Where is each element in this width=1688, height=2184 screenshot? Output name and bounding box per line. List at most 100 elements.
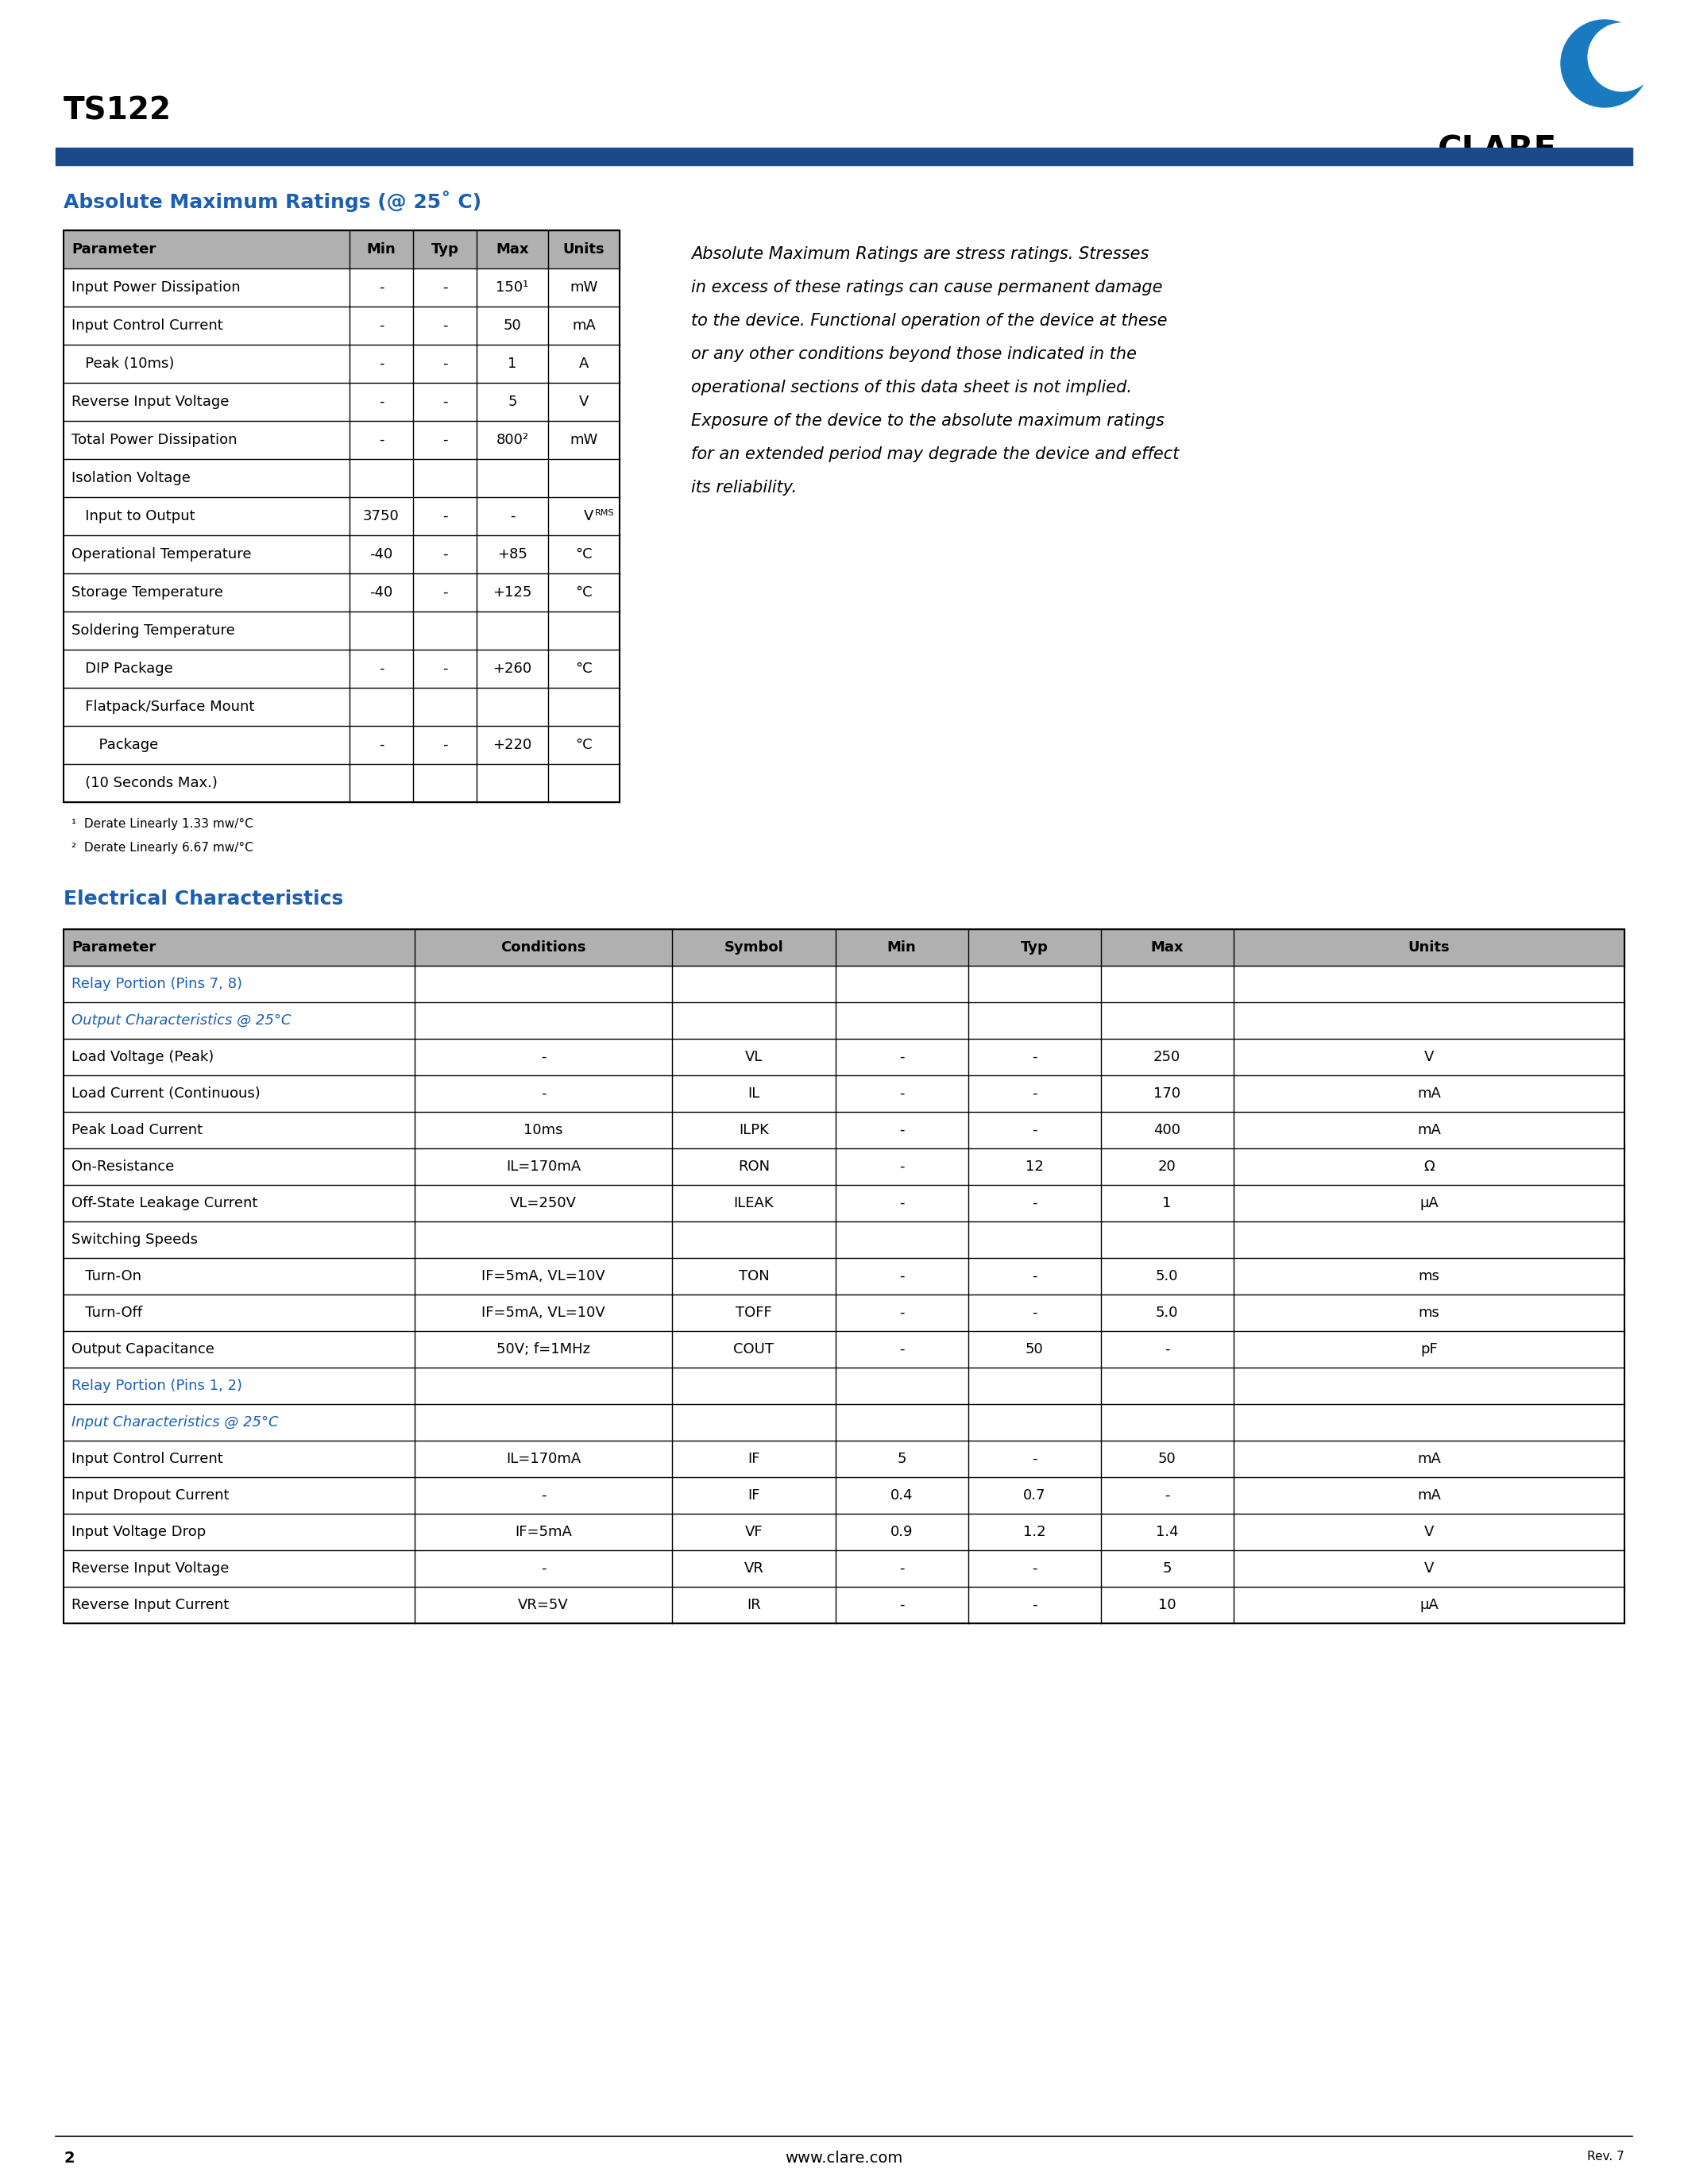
- Bar: [56, 149, 1632, 166]
- Text: 50: 50: [503, 319, 522, 332]
- Text: -: -: [1031, 1452, 1036, 1465]
- Text: V: V: [579, 395, 589, 408]
- Bar: [64, 1588, 1624, 1623]
- Text: Flatpack/Surface Mount: Flatpack/Surface Mount: [71, 699, 255, 714]
- Text: 1: 1: [1163, 1197, 1171, 1210]
- Text: ¹  Derate Linearly 1.33 mw/°C: ¹ Derate Linearly 1.33 mw/°C: [71, 819, 253, 830]
- Bar: [64, 535, 619, 574]
- Text: Switching Speeds: Switching Speeds: [71, 1232, 197, 1247]
- Text: COUT: COUT: [734, 1343, 775, 1356]
- Bar: [64, 345, 619, 382]
- Text: ²  Derate Linearly 6.67 mw/°C: ² Derate Linearly 6.67 mw/°C: [71, 841, 253, 854]
- Text: -: -: [540, 1051, 545, 1064]
- Text: Input Control Current: Input Control Current: [71, 1452, 223, 1465]
- Text: mA: mA: [1418, 1452, 1442, 1465]
- Text: mA: mA: [1418, 1123, 1442, 1138]
- Text: 10ms: 10ms: [523, 1123, 564, 1138]
- Text: www.clare.com: www.clare.com: [785, 2151, 903, 2167]
- Text: Reverse Input Voltage: Reverse Input Voltage: [71, 395, 230, 408]
- Text: Typ: Typ: [430, 242, 459, 256]
- Text: -: -: [1031, 1123, 1036, 1138]
- Text: 50: 50: [1158, 1452, 1177, 1465]
- Text: -: -: [378, 319, 383, 332]
- Text: Input Characteristics @ 25°C: Input Characteristics @ 25°C: [71, 1415, 279, 1431]
- Text: A: A: [579, 356, 589, 371]
- Text: -: -: [900, 1123, 905, 1138]
- Text: 0.7: 0.7: [1023, 1487, 1045, 1503]
- Text: VL=250V: VL=250V: [510, 1197, 577, 1210]
- Text: mW: mW: [571, 280, 598, 295]
- Bar: [64, 382, 619, 422]
- Text: Operational Temperature: Operational Temperature: [71, 548, 252, 561]
- Bar: [64, 1404, 1624, 1441]
- Text: -: -: [442, 509, 447, 524]
- Text: -: -: [442, 662, 447, 675]
- Text: RON: RON: [738, 1160, 770, 1173]
- Text: Input to Output: Input to Output: [71, 509, 196, 524]
- Bar: [64, 1514, 1624, 1551]
- Text: Peak Load Current: Peak Load Current: [71, 1123, 203, 1138]
- Bar: [64, 928, 1624, 965]
- Text: Units: Units: [564, 242, 604, 256]
- Text: -: -: [1031, 1562, 1036, 1575]
- Text: 800²: 800²: [496, 432, 528, 448]
- Text: 10: 10: [1158, 1599, 1177, 1612]
- Bar: [64, 1551, 1624, 1588]
- Bar: [64, 1441, 1624, 1476]
- Text: -: -: [442, 395, 447, 408]
- Text: Conditions: Conditions: [501, 941, 586, 954]
- Text: -40: -40: [370, 548, 393, 561]
- Text: Storage Temperature: Storage Temperature: [71, 585, 223, 601]
- Text: ILEAK: ILEAK: [734, 1197, 773, 1210]
- Text: VF: VF: [744, 1524, 763, 1540]
- Text: Load Voltage (Peak): Load Voltage (Peak): [71, 1051, 214, 1064]
- Text: mA: mA: [572, 319, 596, 332]
- Bar: [64, 1295, 1624, 1330]
- Text: Electrical Characteristics: Electrical Characteristics: [64, 889, 343, 909]
- Text: 250: 250: [1153, 1051, 1180, 1064]
- Bar: [64, 229, 619, 269]
- Text: for an extended period may degrade the device and effect: for an extended period may degrade the d…: [690, 446, 1180, 463]
- Bar: [64, 1476, 1624, 1514]
- Text: -: -: [540, 1487, 545, 1503]
- Text: DIP Package: DIP Package: [71, 662, 172, 675]
- Text: its reliability.: its reliability.: [690, 480, 797, 496]
- Bar: [64, 1258, 1624, 1295]
- Text: -: -: [1031, 1197, 1036, 1210]
- Bar: [64, 1221, 1624, 1258]
- Text: VR=5V: VR=5V: [518, 1599, 569, 1612]
- Text: -40: -40: [370, 585, 393, 601]
- Text: RMS: RMS: [594, 509, 614, 518]
- Text: -: -: [1031, 1599, 1036, 1612]
- Text: 150¹: 150¹: [496, 280, 528, 295]
- Text: IR: IR: [746, 1599, 761, 1612]
- Text: Max: Max: [496, 242, 528, 256]
- Text: -: -: [1031, 1269, 1036, 1284]
- Text: -: -: [442, 319, 447, 332]
- Text: -: -: [442, 280, 447, 295]
- Text: TOFF: TOFF: [736, 1306, 771, 1319]
- Text: -: -: [900, 1269, 905, 1284]
- Text: Input Dropout Current: Input Dropout Current: [71, 1487, 230, 1503]
- Text: Turn-On: Turn-On: [71, 1269, 142, 1284]
- Text: 20: 20: [1158, 1160, 1177, 1173]
- Text: ILPK: ILPK: [739, 1123, 770, 1138]
- Text: IF: IF: [748, 1452, 760, 1465]
- Bar: [64, 725, 619, 764]
- Bar: [64, 1367, 1624, 1404]
- Text: Package: Package: [71, 738, 159, 751]
- Text: 1: 1: [508, 356, 517, 371]
- Text: Isolation Voltage: Isolation Voltage: [71, 472, 191, 485]
- Text: V: V: [584, 509, 594, 524]
- Text: ms: ms: [1418, 1306, 1440, 1319]
- Text: Soldering Temperature: Soldering Temperature: [71, 622, 235, 638]
- Bar: [64, 612, 619, 649]
- Bar: [64, 688, 619, 725]
- Bar: [64, 649, 619, 688]
- Text: IL=170mA: IL=170mA: [506, 1160, 581, 1173]
- Text: 12: 12: [1025, 1160, 1043, 1173]
- Text: IF=5mA, VL=10V: IF=5mA, VL=10V: [481, 1306, 606, 1319]
- Bar: [64, 269, 619, 306]
- Text: Reverse Input Current: Reverse Input Current: [71, 1599, 230, 1612]
- Bar: [64, 422, 619, 459]
